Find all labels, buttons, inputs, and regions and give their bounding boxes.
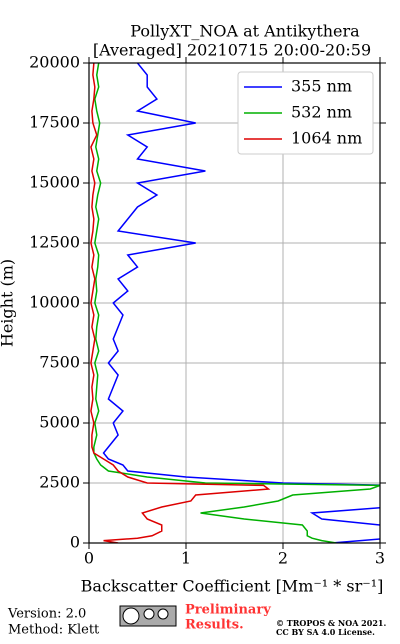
copyright: © TROPOS & NOA 2021. (276, 618, 386, 628)
y-tick-label: 5000 (39, 413, 80, 432)
method: Method: Klett (8, 623, 100, 638)
plot-frame (88, 62, 381, 544)
preliminary: Preliminary (185, 603, 271, 618)
x-axis-label: Backscatter Coefficient [Mm⁻¹ * sr⁻¹] (81, 577, 384, 596)
by-icon (143, 608, 155, 620)
legend-label: 355 nm (291, 77, 352, 96)
x-tick-label: 2 (278, 549, 288, 568)
y-tick-label: 7500 (39, 353, 80, 372)
y-tick-label: 12500 (29, 233, 80, 252)
profile-line (90, 63, 271, 543)
license: CC BY SA 4.0 License. (276, 627, 375, 637)
cc-icon (122, 607, 140, 625)
legend: 355 nm 532 nm 1064 nm (237, 71, 374, 155)
y-tick-label: 2500 (39, 473, 80, 492)
legend-box (237, 71, 374, 155)
footer: Version: 2.0 Method: Klett Preliminary R… (7, 603, 386, 638)
legend-label: 532 nm (291, 103, 352, 122)
profile-line (102, 63, 380, 543)
version: Version: 2.0 (7, 607, 86, 622)
x-tick-label: 1 (181, 549, 191, 568)
y-tick-label: 10000 (29, 293, 80, 312)
y-tick-label: 0 (70, 533, 80, 552)
y-axis-label: Height (m) (0, 259, 17, 347)
chart-subtitle: [Averaged] 20210715 20:00-20:59 (93, 41, 371, 60)
y-tick-label: 17500 (29, 113, 80, 132)
y-tick-label: 15000 (29, 173, 80, 192)
sa-icon (157, 608, 169, 620)
plot-area: 0 2500 5000 7500 10000 12500 15000 17500 20000 0 1… (29, 53, 386, 568)
profile-line (93, 63, 380, 543)
results: Results. (185, 618, 244, 633)
x-tick-label: 3 (375, 549, 385, 568)
legend-label: 1064 nm (291, 129, 362, 148)
x-tick-label: 0 (84, 549, 94, 568)
y-tick-label: 20000 (29, 53, 80, 72)
chart-title: PollyXT_NOA at Antikythera (130, 22, 360, 41)
lines (90, 63, 380, 543)
